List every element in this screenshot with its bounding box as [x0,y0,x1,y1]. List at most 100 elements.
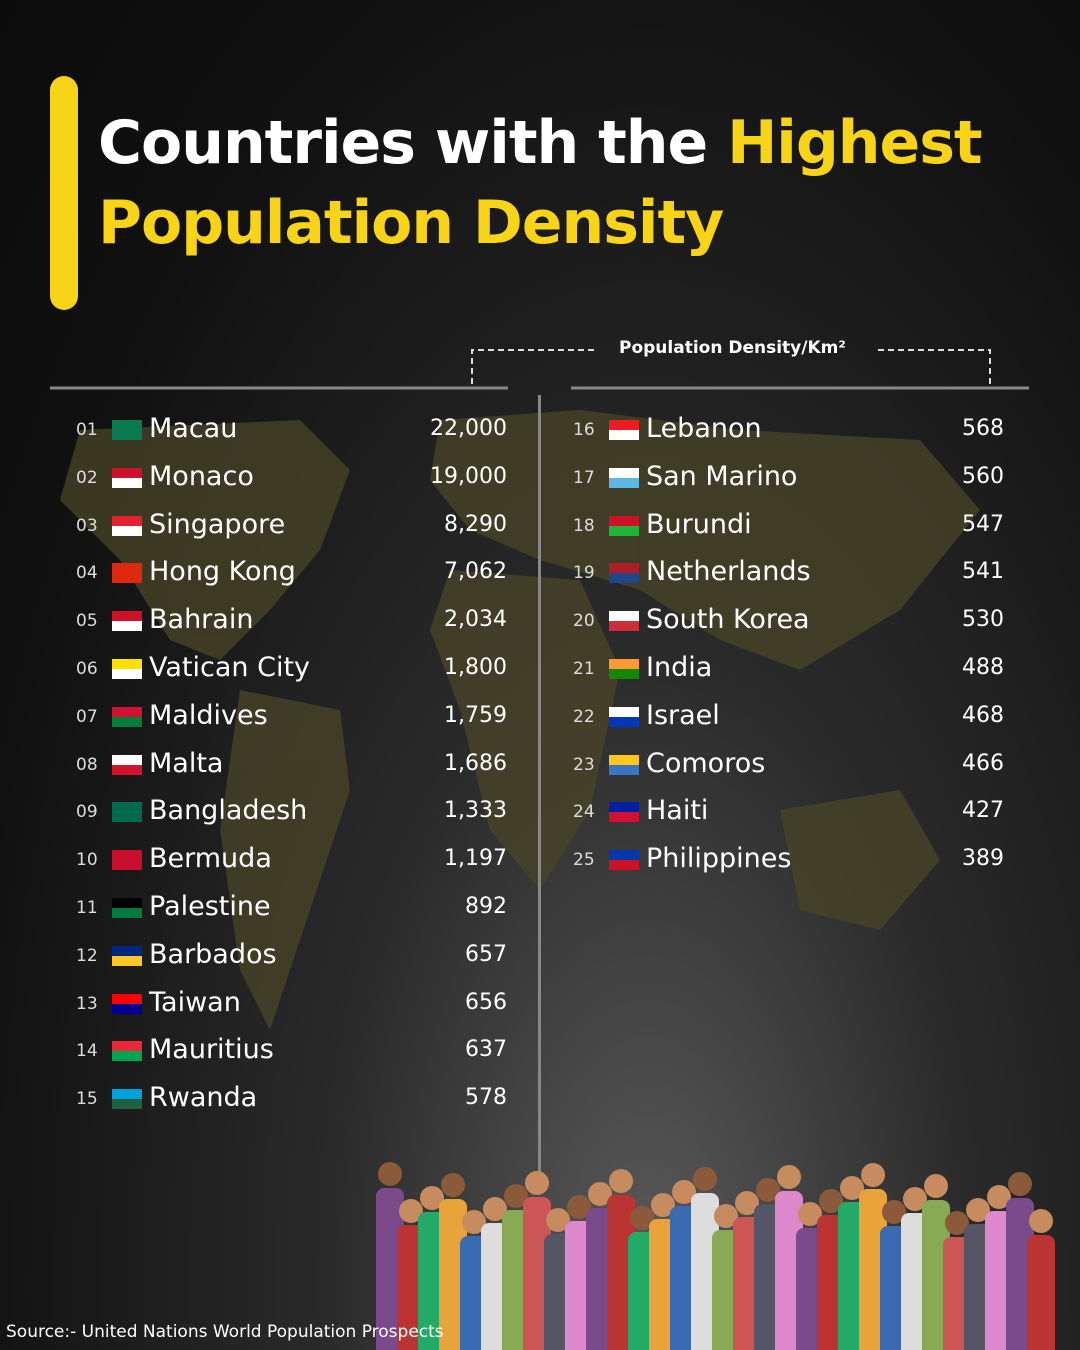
density: 578 [465,1085,507,1111]
country: Mauritius [149,1034,274,1066]
country: Haiti [646,795,709,827]
rank: 04 [76,563,98,584]
density: 389 [962,846,1004,872]
person [901,1213,929,1350]
flag [609,706,639,727]
rank: 09 [76,802,98,823]
country: India [646,652,713,683]
density: 541 [962,559,1004,585]
rank: 17 [573,467,595,488]
country: Netherlands [646,556,811,588]
density: 1,686 [444,750,507,776]
person [460,1236,488,1350]
person [586,1208,614,1350]
person [418,1212,446,1350]
person [462,1210,486,1234]
person [924,1174,948,1198]
flag [112,1041,142,1062]
rank: 14 [76,1041,98,1062]
country: San Marino [646,460,798,492]
country: Macau [149,413,238,444]
flag [112,898,142,918]
person [880,1226,908,1350]
person [987,1185,1011,1209]
density: 1,333 [444,798,507,824]
person [691,1193,719,1350]
person [504,1184,528,1208]
flag [609,515,639,536]
flag [112,850,142,871]
person [817,1215,845,1350]
people-illustration [376,1162,1055,1350]
rank: 06 [76,659,98,679]
person [523,1197,551,1350]
country: Rwanda [149,1082,258,1114]
person [922,1200,950,1350]
flag [609,802,639,823]
flag [112,467,142,488]
flag [609,611,639,632]
person [754,1204,782,1350]
person [838,1202,866,1350]
person [481,1223,509,1350]
title-line-2: Population Density [98,188,724,258]
person [1006,1198,1034,1350]
country: Vatican City [149,652,311,683]
person [1008,1172,1032,1196]
rank: 07 [76,706,98,727]
density: 892 [465,894,507,919]
country: Israel [646,699,720,731]
person [964,1224,992,1350]
flag [112,754,142,775]
rank: 02 [76,467,98,488]
world-map [60,410,980,1030]
person [630,1206,654,1230]
country: Malta [149,747,224,779]
country: Bahrain [149,604,254,636]
title-lead: Countries with the [98,108,708,178]
person [1027,1235,1055,1350]
country: Bangladesh [149,795,308,827]
flag [112,1089,142,1110]
person [567,1195,591,1219]
country: Taiwan [149,986,241,1018]
person [502,1210,530,1350]
accent-bar [50,76,78,310]
flag [609,420,639,440]
country: Bermuda [149,843,272,875]
rank: 12 [76,945,98,966]
country: Philippines [646,843,792,875]
source: Source:- United Nations World Population… [6,1322,444,1342]
person [859,1189,887,1350]
rank: 25 [573,850,595,871]
person [399,1199,423,1223]
person [607,1195,635,1350]
person [777,1165,801,1189]
person [420,1186,444,1210]
column-header: Population Density/Km² [619,338,846,358]
country: Singapore [149,508,286,540]
person [651,1193,675,1217]
density: 2,034 [444,607,507,633]
title-highlight: Highest [727,108,983,178]
rank: 11 [76,898,98,918]
title-line-1: Countries with the Highest [98,108,983,178]
person [712,1230,740,1350]
flag [112,802,142,823]
rank: 21 [573,659,595,679]
person [565,1221,593,1350]
country: Burundi [646,508,752,540]
density: 19,000 [430,463,507,489]
country: South Korea [646,604,810,636]
density: 530 [962,607,1004,633]
person [796,1228,824,1350]
header-lines [50,349,1029,390]
person [376,1188,404,1350]
person [525,1171,549,1195]
rank: 15 [76,1089,98,1110]
density: 466 [962,750,1004,776]
rank: 10 [76,850,98,871]
rank: 08 [76,754,98,775]
density: 1,197 [444,846,507,872]
divider [538,395,541,1185]
